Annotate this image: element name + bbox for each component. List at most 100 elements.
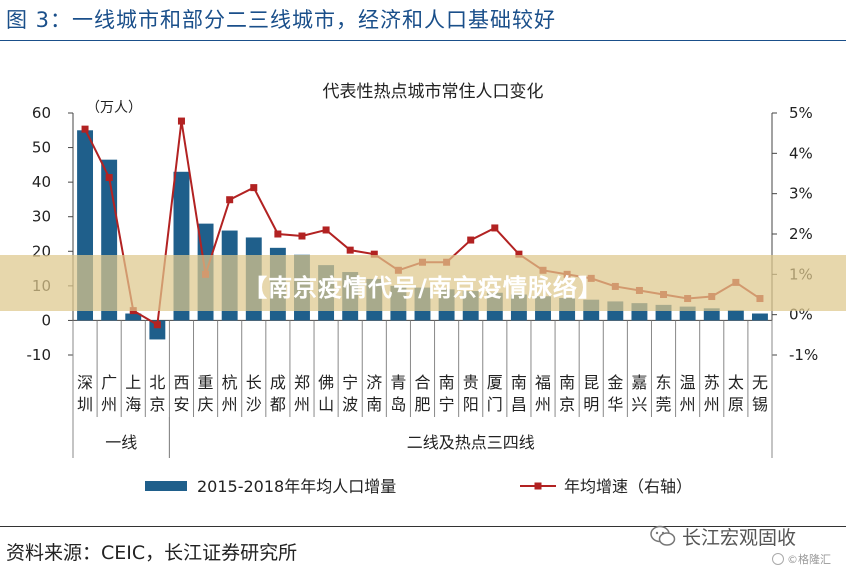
category-label-深圳: 圳 — [77, 395, 93, 414]
gelonghui-icon — [772, 553, 784, 565]
right-tick-label: 4% — [789, 144, 813, 162]
category-label-西安: 西 — [173, 373, 189, 392]
category-label-东莞: 莞 — [656, 395, 672, 414]
category-label-北京: 京 — [149, 395, 165, 414]
right-tick-label: 5% — [789, 104, 813, 122]
category-label-广州: 州 — [101, 395, 117, 414]
banner-text: 【南京疫情代号/南京疫情脉络】 — [243, 274, 603, 302]
category-label-合肥: 肥 — [414, 395, 430, 414]
category-label-成都: 都 — [270, 395, 286, 414]
growth-point-佛山 — [322, 226, 330, 234]
growth-point-杭州 — [226, 196, 234, 204]
left-tick-label: 50 — [32, 139, 51, 157]
wechat-icon — [650, 525, 676, 547]
category-label-佛山: 佛 — [318, 373, 334, 392]
unit-label: （万人） — [86, 100, 142, 116]
category-label-南宁: 南 — [439, 373, 455, 392]
growth-point-南昌 — [515, 250, 523, 258]
bar-北京 — [149, 320, 166, 340]
category-label-金华: 华 — [607, 395, 623, 414]
legend-bar-label: 2015-2018年年均人口增量 — [197, 477, 396, 496]
category-label-福州: 福 — [535, 373, 551, 392]
page-title: 图 3：一线城市和部分二三线城市，经济和人口基础较好 — [6, 8, 557, 32]
category-label-青岛: 青 — [390, 373, 406, 392]
category-label-宁波: 宁 — [342, 373, 358, 392]
account-name: 长江宏观固收 — [682, 526, 797, 549]
group-label: 一线 — [105, 433, 137, 452]
right-tick-label: 2% — [789, 225, 813, 243]
bar-上海 — [125, 313, 142, 321]
growth-point-济南 — [370, 250, 378, 258]
growth-point-厦门 — [491, 224, 499, 232]
growth-point-成都 — [274, 230, 282, 238]
category-label-济南: 济 — [366, 373, 382, 392]
category-label-宁波: 波 — [342, 395, 358, 414]
category-label-苏州: 州 — [704, 395, 720, 414]
category-label-昆明: 明 — [583, 395, 599, 414]
bar-无锡 — [751, 313, 768, 321]
category-label-南昌: 昌 — [511, 395, 527, 414]
source-note: 资料来源：CEIC，长江证券研究所 — [6, 542, 298, 564]
bar-苏州 — [703, 308, 720, 321]
category-label-济南: 南 — [366, 395, 382, 414]
category-label-金华: 金 — [607, 373, 623, 392]
category-label-重庆: 庆 — [198, 395, 214, 414]
growth-point-贵阳 — [467, 236, 475, 244]
growth-point-深圳 — [81, 125, 89, 133]
category-label-南宁: 宁 — [439, 395, 455, 414]
growth-point-广州 — [105, 174, 113, 182]
category-label-无锡: 无 — [752, 373, 768, 392]
category-label-北京: 北 — [149, 373, 165, 392]
growth-point-宁波 — [346, 246, 354, 254]
right-tick-label: 3% — [789, 185, 813, 203]
category-label-温州: 温 — [680, 373, 696, 392]
category-label-郑州: 州 — [294, 395, 310, 414]
group-label: 二线及热点三四线 — [407, 433, 535, 452]
footer-divider — [0, 526, 846, 527]
growth-point-西安 — [177, 117, 185, 125]
left-tick-label: 0 — [41, 311, 51, 329]
category-label-温州: 州 — [680, 395, 696, 414]
site-name: ©格隆汇 — [787, 553, 831, 566]
left-tick-label: 40 — [32, 173, 51, 191]
category-label-嘉兴: 兴 — [631, 395, 647, 414]
category-label-郑州: 郑 — [294, 373, 310, 392]
legend-line-label: 年均增速（右轴） — [564, 477, 692, 496]
header-divider — [0, 40, 846, 41]
category-label-杭州: 州 — [222, 395, 238, 414]
site-watermark: ©格隆汇 — [772, 551, 831, 567]
category-label-青岛: 岛 — [390, 395, 406, 414]
category-label-南京: 南 — [559, 373, 575, 392]
category-label-长沙: 沙 — [246, 395, 262, 414]
category-label-苏州: 苏 — [704, 373, 720, 392]
category-label-无锡: 锡 — [752, 395, 768, 414]
category-label-福州: 州 — [535, 395, 551, 414]
growth-point-郑州 — [298, 232, 306, 240]
left-tick-label: -10 — [27, 346, 52, 364]
category-label-上海: 上 — [125, 373, 141, 392]
right-tick-label: -1% — [789, 346, 818, 364]
category-label-合肥: 合 — [414, 373, 430, 392]
category-label-佛山: 山 — [318, 395, 334, 414]
category-label-太原: 原 — [728, 395, 744, 414]
account-watermark: 长江宏观固收 — [650, 522, 796, 550]
category-label-贵阳: 贵 — [463, 373, 479, 392]
bar-太原 — [727, 310, 744, 321]
category-label-南京: 京 — [559, 395, 575, 414]
category-label-嘉兴: 嘉 — [631, 373, 647, 392]
category-label-东莞: 东 — [656, 373, 672, 392]
category-label-长沙: 长 — [246, 373, 262, 392]
category-label-杭州: 杭 — [222, 373, 238, 392]
chart-title: 代表性热点城市常住人口变化 — [323, 82, 544, 102]
legend-bar-swatch — [145, 481, 187, 491]
category-label-贵阳: 阳 — [463, 395, 479, 414]
category-label-上海: 海 — [125, 395, 141, 414]
category-label-西安: 安 — [173, 395, 189, 414]
legend-line-marker — [534, 482, 542, 490]
category-label-深圳: 深 — [77, 373, 93, 392]
category-label-太原: 太 — [728, 373, 744, 392]
category-label-广州: 广 — [101, 373, 117, 392]
category-label-成都: 成 — [270, 373, 286, 392]
category-label-重庆: 重 — [198, 373, 214, 392]
growth-point-长沙 — [250, 184, 258, 192]
